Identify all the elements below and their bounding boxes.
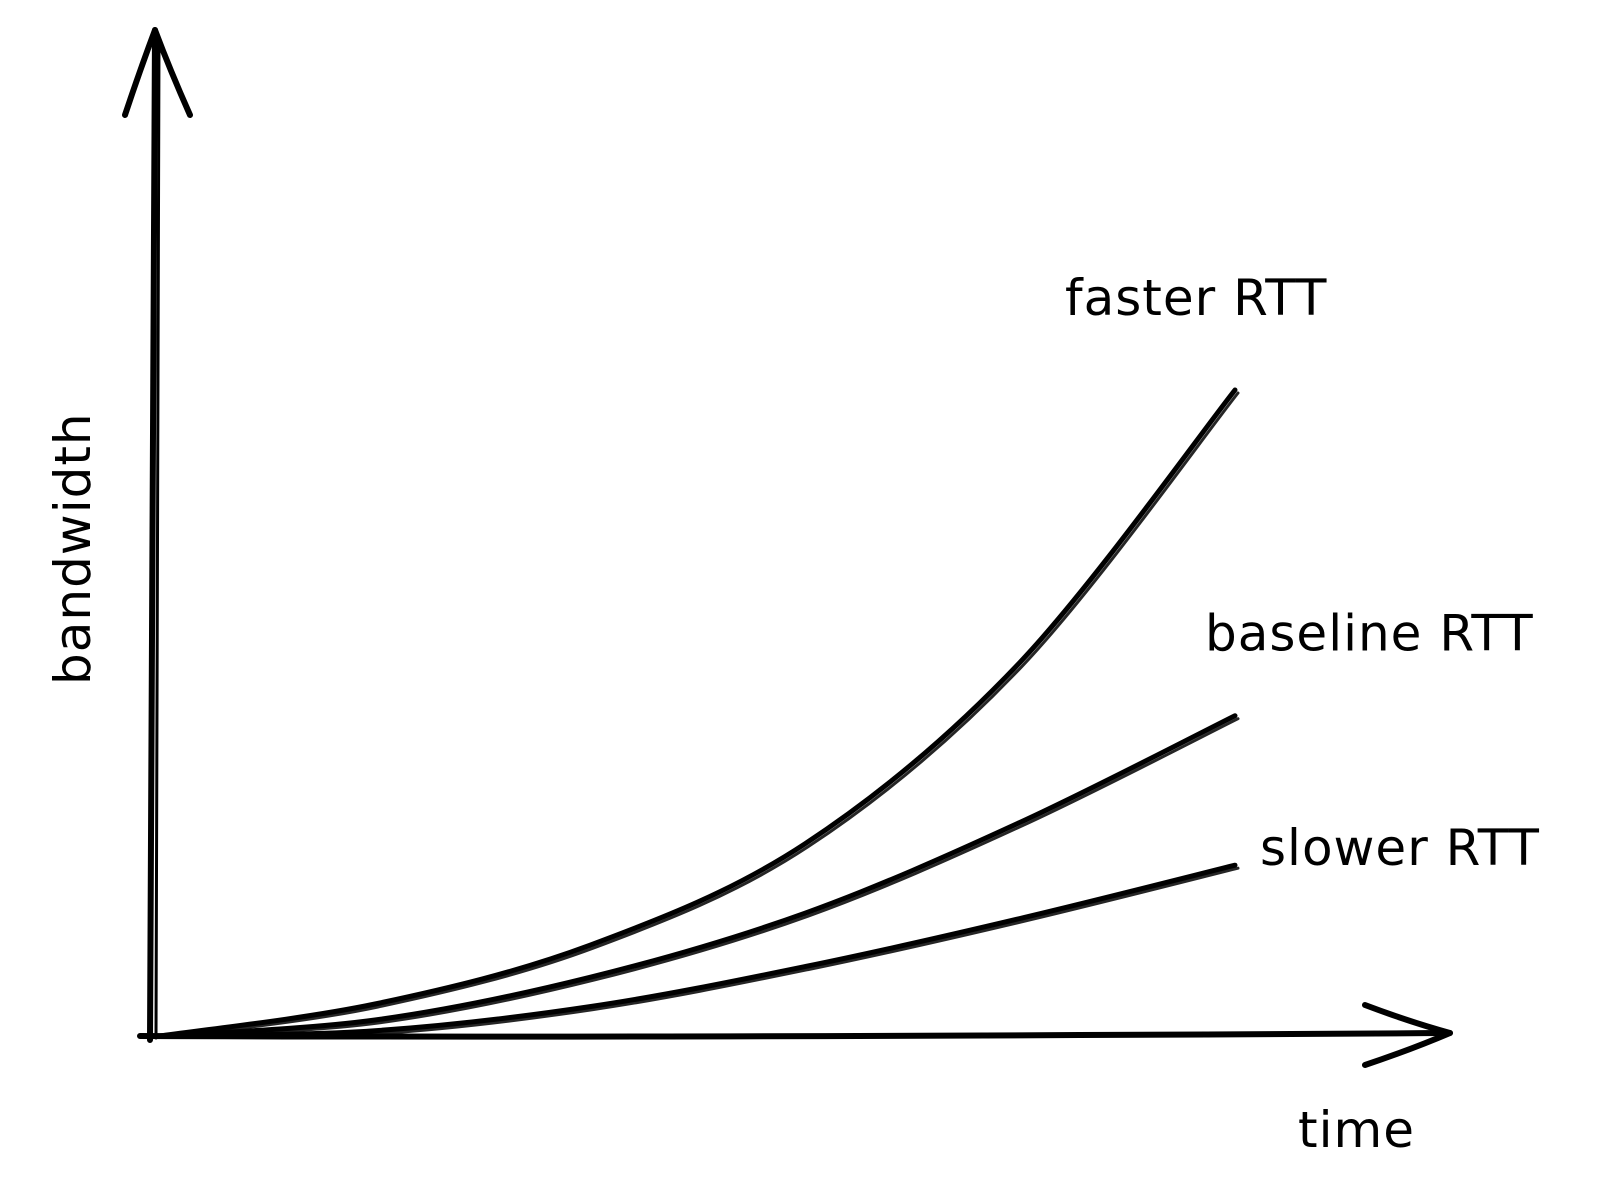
series-line-baseline-rtt: [157, 713, 1238, 1039]
y-axis-line: [147, 27, 158, 1043]
y-axis-label: bandwidth: [44, 412, 102, 685]
series-label-slower-rtt: slower RTT: [1260, 819, 1540, 877]
y-axis-line-stroke-2: [154, 38, 161, 1040]
series-line-baseline-rtt-stroke-2: [178, 717, 1240, 1038]
series-line-faster-rtt: [157, 387, 1238, 1039]
series-label-faster-rtt: faster RTT: [1065, 269, 1327, 327]
x-axis-label: time: [1298, 1101, 1415, 1159]
series-line-slower-rtt: [157, 862, 1238, 1039]
y-axis-arrow-icon: [122, 27, 193, 118]
series-line-slower-rtt-stroke-2: [178, 866, 1240, 1038]
x-axis-arrow-icon: [1362, 1002, 1453, 1068]
axes: [122, 27, 1453, 1068]
series-label-baseline-rtt: baseline RTT: [1205, 605, 1534, 663]
series-line-faster-rtt-stroke-2: [178, 391, 1240, 1038]
series-lines: [157, 387, 1240, 1039]
series-labels: faster RTT baseline RTT slower RTT: [1065, 269, 1540, 877]
